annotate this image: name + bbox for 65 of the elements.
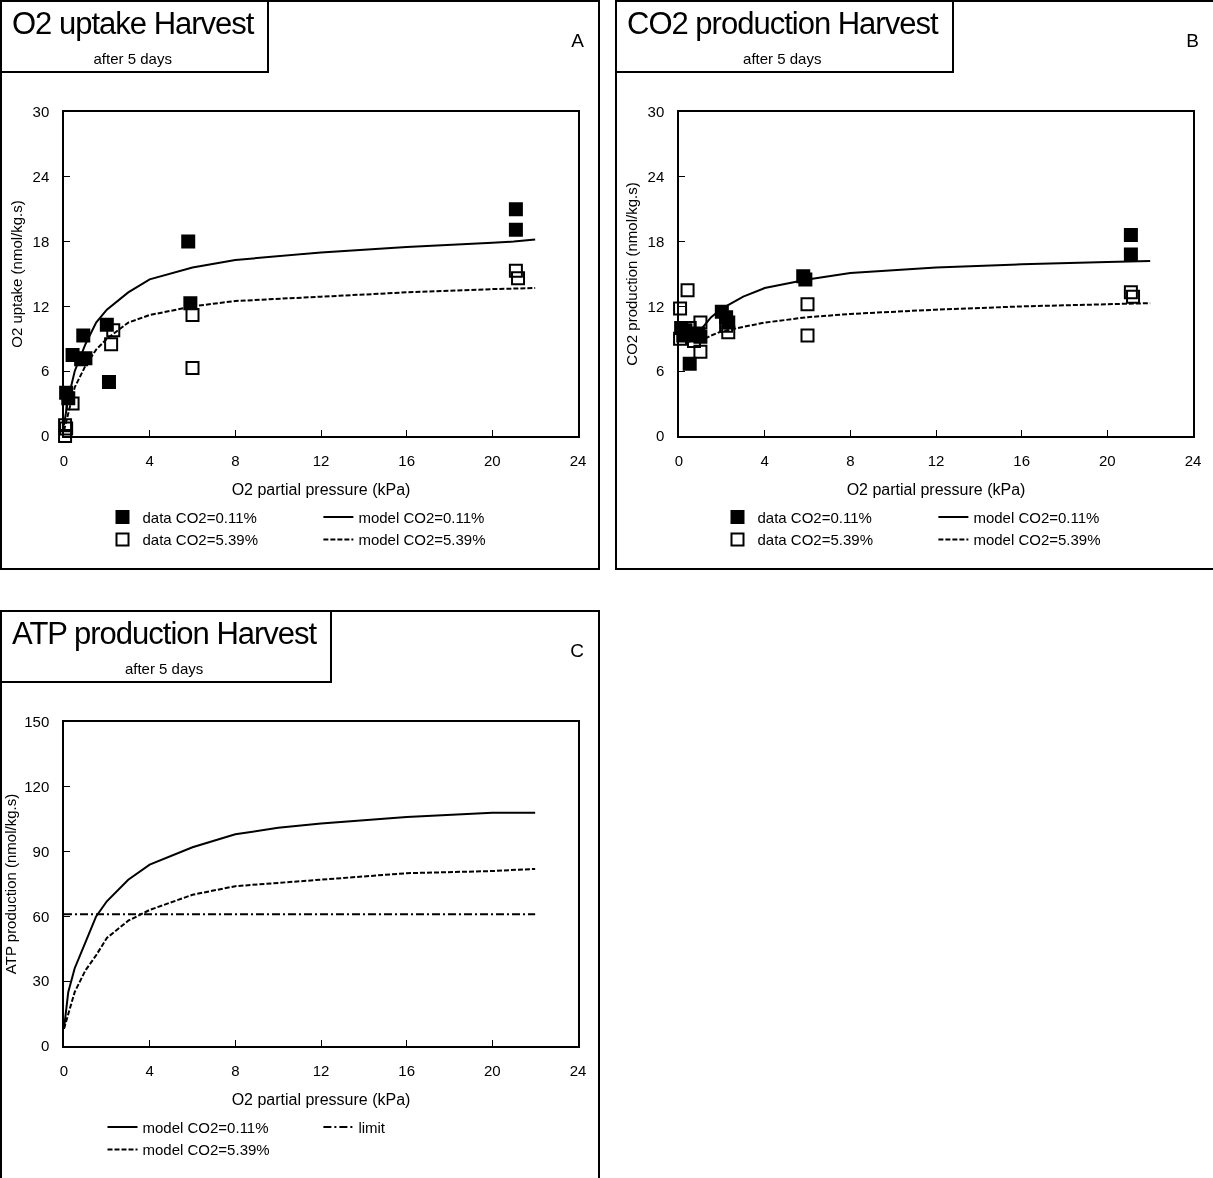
text: C [570,640,584,662]
y-tick-label: 24 [647,168,665,186]
legend-label: data CO2=0.11% [142,508,257,526]
x-tick-label: 16 [398,451,416,469]
x-tick-label: 12 [927,451,945,469]
x-axis-title: O2 partial pressure (kPa) [231,1090,411,1108]
y-tick-label: 0 [40,1037,50,1055]
legend-label: model CO2=0.11% [973,508,1100,526]
y-tick-label: 6 [655,362,665,380]
y-tick-label: 12 [32,297,50,315]
y-tick-label: 120 [24,778,50,796]
legend-label: data CO2=0.11% [757,508,872,526]
chart-subtitle: after 5 days [123,660,205,677]
y-axis-title: CO2 production (nmol/kg.s) [623,182,641,366]
chart-title: ATP production Harvest [12,616,317,652]
y-tick-label: 30 [647,103,665,121]
legend-label: model CO2=5.39% [973,531,1101,549]
text: A [571,30,584,52]
x-axis-title: O2 partial pressure (kPa) [846,480,1026,498]
y-tick-label: 24 [32,168,50,186]
legend-label: data CO2=5.39% [757,531,873,549]
y-tick-label: 0 [40,427,50,445]
x-tick-label: 24 [569,1061,587,1079]
x-tick-label: 0 [674,451,684,469]
x-tick-label: 24 [569,451,587,469]
y-tick-label: 30 [32,103,50,121]
x-tick-label: 16 [1013,451,1031,469]
x-tick-label: 12 [312,1061,330,1079]
y-tick-label: 30 [32,972,50,990]
y-tick-label: 6 [40,362,50,380]
legend-label: limit [358,1118,386,1136]
y-axis-title: O2 uptake (nmol/kg.s) [8,200,26,348]
y-axis-title: ATP production (nmol/kg.s) [2,793,19,975]
y-tick-label: 0 [655,427,665,445]
legend-label: model CO2=5.39% [142,1141,270,1159]
legend-label: model CO2=0.11% [142,1118,269,1136]
legend-label: model CO2=0.11% [358,508,485,526]
y-tick-label: 90 [32,842,50,860]
x-tick-label: 24 [1184,451,1202,469]
legend-label: model CO2=5.39% [358,531,486,549]
y-tick-label: 18 [647,232,665,250]
legend-label: data CO2=5.39% [142,531,258,549]
x-tick-label: 12 [312,451,330,469]
x-tick-label: 4 [145,1061,154,1079]
y-tick-label: 150 [24,713,50,731]
x-tick-label: 20 [1098,451,1116,469]
chart-title: O2 uptake Harvest [12,6,254,42]
x-tick-label: 8 [231,1061,240,1079]
x-tick-label: 8 [846,451,855,469]
x-tick-label: 0 [59,451,69,469]
chart-title: CO2 production Harvest [627,6,938,42]
y-tick-label: 12 [647,297,665,315]
chart-subtitle: after 5 days [742,50,823,67]
y-tick-label: 18 [32,232,50,250]
chart-subtitle: after 5 days [92,50,173,67]
text: B [1186,30,1199,52]
x-tick-label: 4 [760,451,769,469]
x-tick-label: 4 [145,451,154,469]
x-axis-title: O2 partial pressure (kPa) [231,480,411,498]
x-tick-label: 20 [483,451,501,469]
x-tick-label: 20 [483,1061,501,1079]
x-tick-label: 8 [231,451,240,469]
x-tick-label: 0 [59,1061,69,1079]
x-tick-label: 16 [398,1061,416,1079]
y-tick-label: 60 [32,907,50,925]
